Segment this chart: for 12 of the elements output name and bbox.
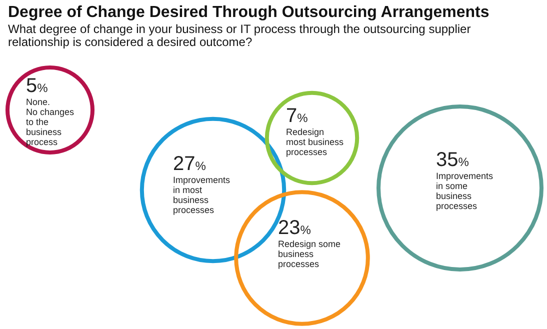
data-label: 5%: [26, 75, 48, 97]
category-label: Redesign most business processes: [286, 127, 344, 157]
data-label: 7%: [286, 105, 308, 127]
data-label: 27%: [173, 153, 206, 175]
data-label: 23%: [278, 217, 312, 239]
category-label: Improvements in some business processes: [436, 171, 494, 211]
data-label: 35%: [436, 149, 470, 171]
category-label: Redesign some business processes: [278, 239, 341, 269]
category-label: None. No changes to the business process: [26, 97, 75, 147]
text: What degree of change in your business or IT process through the outsourcing supplier relationship is considered a desired outcome?: [8, 22, 472, 49]
text: Degree of Change Desired Through Outsourcing Arrangements: [8, 4, 490, 22]
category-label: Improvements in most business processes: [173, 175, 231, 215]
